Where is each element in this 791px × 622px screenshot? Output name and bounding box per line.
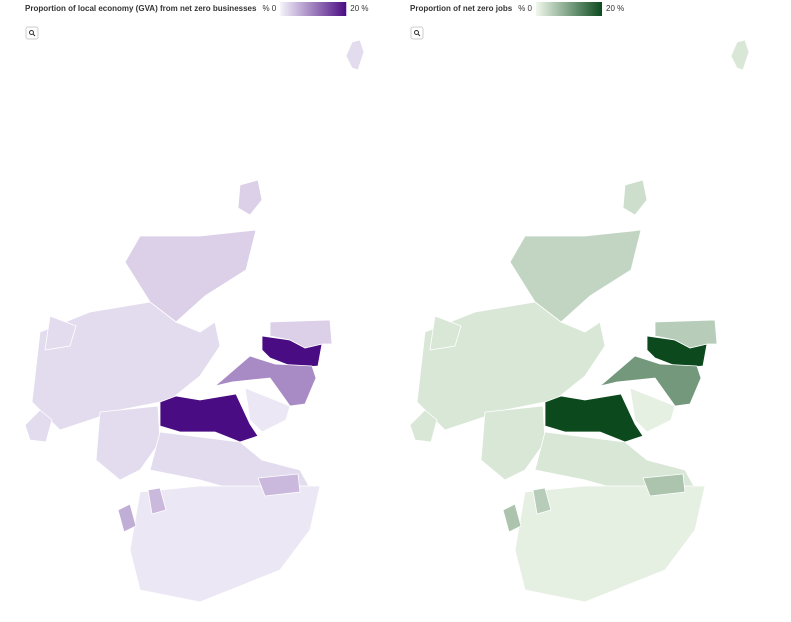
zoom-button[interactable] xyxy=(25,26,39,40)
zoom-button[interactable] xyxy=(410,26,424,40)
region[interactable] xyxy=(642,473,686,497)
zoom-button-box[interactable] xyxy=(25,26,39,40)
region[interactable] xyxy=(416,301,606,431)
region[interactable] xyxy=(147,487,167,515)
region[interactable] xyxy=(159,393,259,443)
region[interactable] xyxy=(269,319,333,349)
region[interactable] xyxy=(345,39,365,71)
region[interactable] xyxy=(117,503,137,533)
region[interactable] xyxy=(654,319,718,349)
zoom-icon-handle xyxy=(417,33,421,37)
region[interactable] xyxy=(244,387,291,433)
region[interactable] xyxy=(429,315,462,351)
zoom-icon xyxy=(414,30,419,35)
region[interactable] xyxy=(544,393,644,443)
region[interactable] xyxy=(599,355,702,407)
region[interactable] xyxy=(730,39,750,71)
map-panel: Proportion of net zero jobs % 0 20 % xyxy=(409,2,750,603)
region[interactable] xyxy=(44,315,77,351)
region[interactable] xyxy=(95,405,161,481)
zoom-button-box[interactable] xyxy=(410,26,424,40)
region[interactable] xyxy=(502,503,522,533)
region[interactable] xyxy=(257,473,301,497)
region[interactable] xyxy=(24,409,53,443)
zoom-icon xyxy=(29,30,34,35)
legend-max-label: 20 % xyxy=(606,4,624,13)
map-title: Proportion of net zero jobs xyxy=(410,4,513,13)
region[interactable] xyxy=(514,485,706,603)
map-title: Proportion of local economy (GVA) from n… xyxy=(25,4,257,13)
region[interactable] xyxy=(622,179,648,216)
region[interactable] xyxy=(31,301,221,431)
region[interactable] xyxy=(214,355,317,407)
region[interactable] xyxy=(237,179,263,216)
region[interactable] xyxy=(629,387,676,433)
legend-max-label: 20 % xyxy=(350,4,368,13)
region[interactable] xyxy=(480,405,546,481)
legend-scale xyxy=(536,2,603,16)
region[interactable] xyxy=(532,487,552,515)
legend-scale xyxy=(280,2,347,16)
map-panel: Proportion of local economy (GVA) from n… xyxy=(24,2,368,603)
legend-min-label: % 0 xyxy=(262,4,276,13)
region[interactable] xyxy=(129,485,321,603)
zoom-icon-handle xyxy=(32,33,36,37)
region[interactable] xyxy=(409,409,438,443)
legend-min-label: % 0 xyxy=(518,4,532,13)
